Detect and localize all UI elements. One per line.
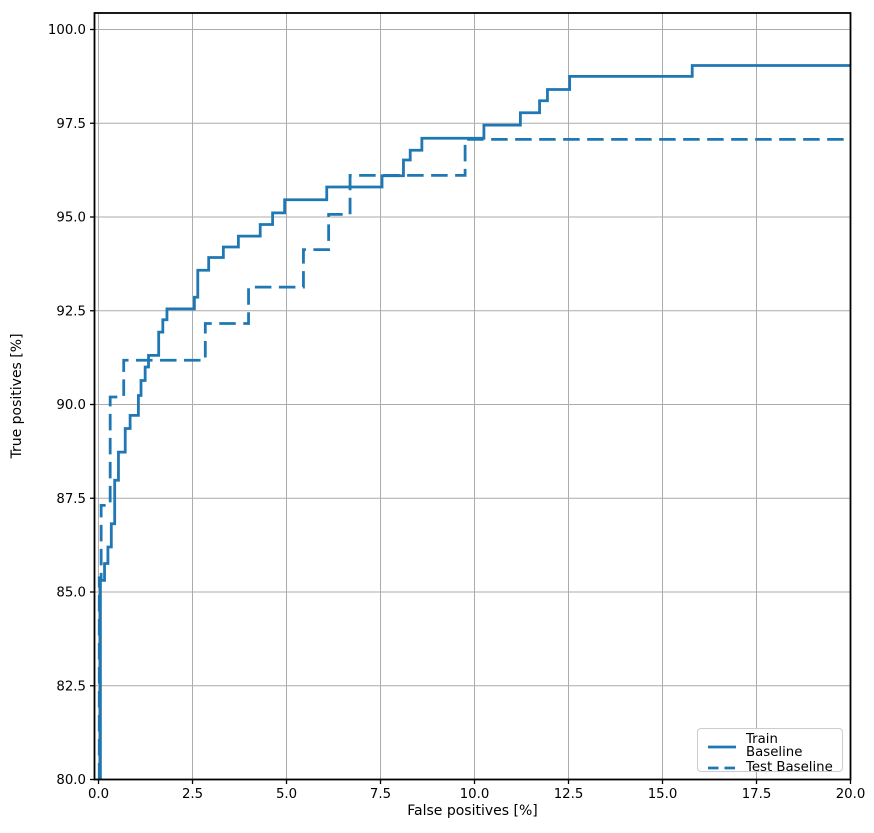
y-tick-label: 82.5: [56, 679, 86, 694]
x-tick-label: 5.0: [276, 787, 297, 802]
axes-spines: [93, 12, 852, 781]
y-tick-label: 85.0: [56, 586, 86, 601]
x-tick-label: 20.0: [836, 787, 866, 802]
y-tick-label: 90.0: [56, 398, 86, 413]
legend-item-test: Test Baseline: [707, 759, 834, 775]
y-tick-label: 97.5: [56, 117, 86, 132]
x-tick-label: 15.0: [648, 787, 678, 802]
x-tick-label: 0.0: [88, 787, 109, 802]
legend-item-train: Train Baseline: [707, 733, 834, 761]
x-axis-label: False positives [%]: [407, 803, 538, 819]
y-axis-label: True positives [%]: [9, 333, 25, 459]
x-tick-label: 10.0: [460, 787, 490, 802]
x-tick-label: 2.5: [182, 787, 203, 802]
series-test-baseline-line: [97, 137, 851, 780]
y-tick-label: 80.0: [56, 773, 86, 788]
train-line-sample: [708, 745, 736, 749]
x-tick-label: 17.5: [742, 787, 772, 802]
y-tick-label: 87.5: [56, 492, 86, 507]
x-tick-label: 12.5: [554, 787, 584, 802]
y-tick-label: 92.5: [56, 304, 86, 319]
y-tick-label: 100.0: [48, 23, 86, 38]
test-line-sample: [708, 766, 736, 770]
series-train-baseline-line: [99, 64, 851, 780]
x-tick-label: 7.5: [370, 787, 391, 802]
legend-label-train: Train Baseline: [746, 732, 803, 761]
legend: Train Baseline Test Baseline: [697, 728, 843, 775]
y-tick-label: 95.0: [56, 211, 86, 226]
legend-label-test: Test Baseline: [746, 759, 833, 775]
